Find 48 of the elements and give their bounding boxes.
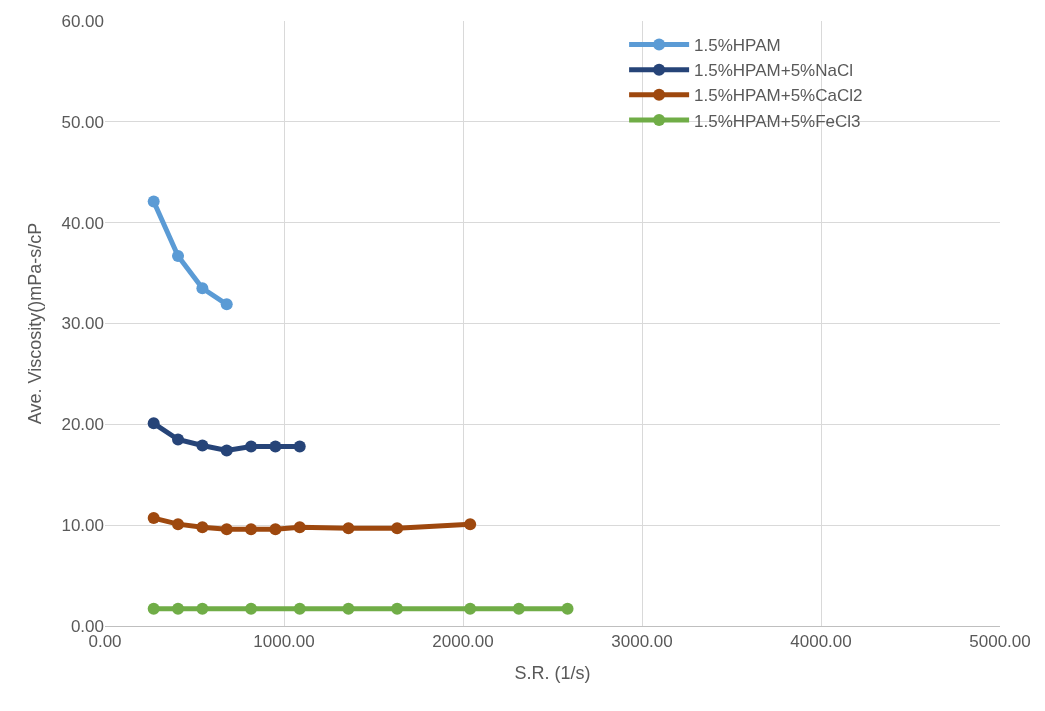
y-tick-label: 10.00 bbox=[61, 516, 104, 536]
point bbox=[391, 602, 404, 615]
point bbox=[172, 433, 185, 446]
point bbox=[147, 417, 160, 430]
point bbox=[172, 602, 185, 615]
point bbox=[147, 195, 160, 208]
point bbox=[220, 444, 233, 457]
x-tick-label: 1000.00 bbox=[253, 632, 315, 652]
point bbox=[196, 602, 209, 615]
point bbox=[196, 521, 209, 534]
legend-label: 1.5%HPAM+5%FeCl3 bbox=[694, 111, 861, 131]
legend-label: 1.5%HPAM+5%CaCl2 bbox=[694, 86, 863, 106]
point bbox=[172, 518, 185, 531]
y-tick-label: 50.00 bbox=[61, 112, 104, 132]
point bbox=[147, 602, 160, 615]
legend-label: 1.5%HPAM bbox=[694, 36, 781, 56]
point bbox=[245, 440, 258, 453]
point bbox=[293, 602, 306, 615]
y-tick-label: 60.00 bbox=[61, 11, 104, 31]
point bbox=[172, 249, 185, 262]
point bbox=[245, 523, 258, 536]
y-tick-label: 20.00 bbox=[61, 415, 104, 435]
x-tick-label: 5000.00 bbox=[969, 632, 1031, 652]
point bbox=[293, 440, 306, 453]
point bbox=[196, 282, 209, 295]
point bbox=[512, 602, 525, 615]
point bbox=[391, 522, 404, 535]
x-axis-title: S.R. (1/s) bbox=[514, 662, 591, 683]
point bbox=[269, 523, 282, 536]
legend-label: 1.5%HPAM+5%NaCl bbox=[694, 61, 853, 81]
x-tick-label: 3000.00 bbox=[611, 632, 673, 652]
y-axis-title: Ave. Viscosity()mPa-s/cP bbox=[24, 222, 45, 425]
point bbox=[220, 298, 233, 311]
point bbox=[220, 523, 233, 536]
point bbox=[269, 440, 282, 453]
point bbox=[342, 602, 355, 615]
point bbox=[464, 518, 477, 531]
x-tick-label: 4000.00 bbox=[790, 632, 852, 652]
point bbox=[293, 521, 306, 534]
point bbox=[342, 522, 355, 535]
point bbox=[196, 439, 209, 452]
point bbox=[561, 602, 574, 615]
y-tick-label: 30.00 bbox=[61, 314, 104, 334]
point bbox=[464, 602, 477, 615]
point bbox=[245, 602, 258, 615]
x-tick-label: 2000.00 bbox=[432, 632, 494, 652]
y-tick-label: 40.00 bbox=[61, 213, 104, 233]
point bbox=[147, 512, 160, 525]
